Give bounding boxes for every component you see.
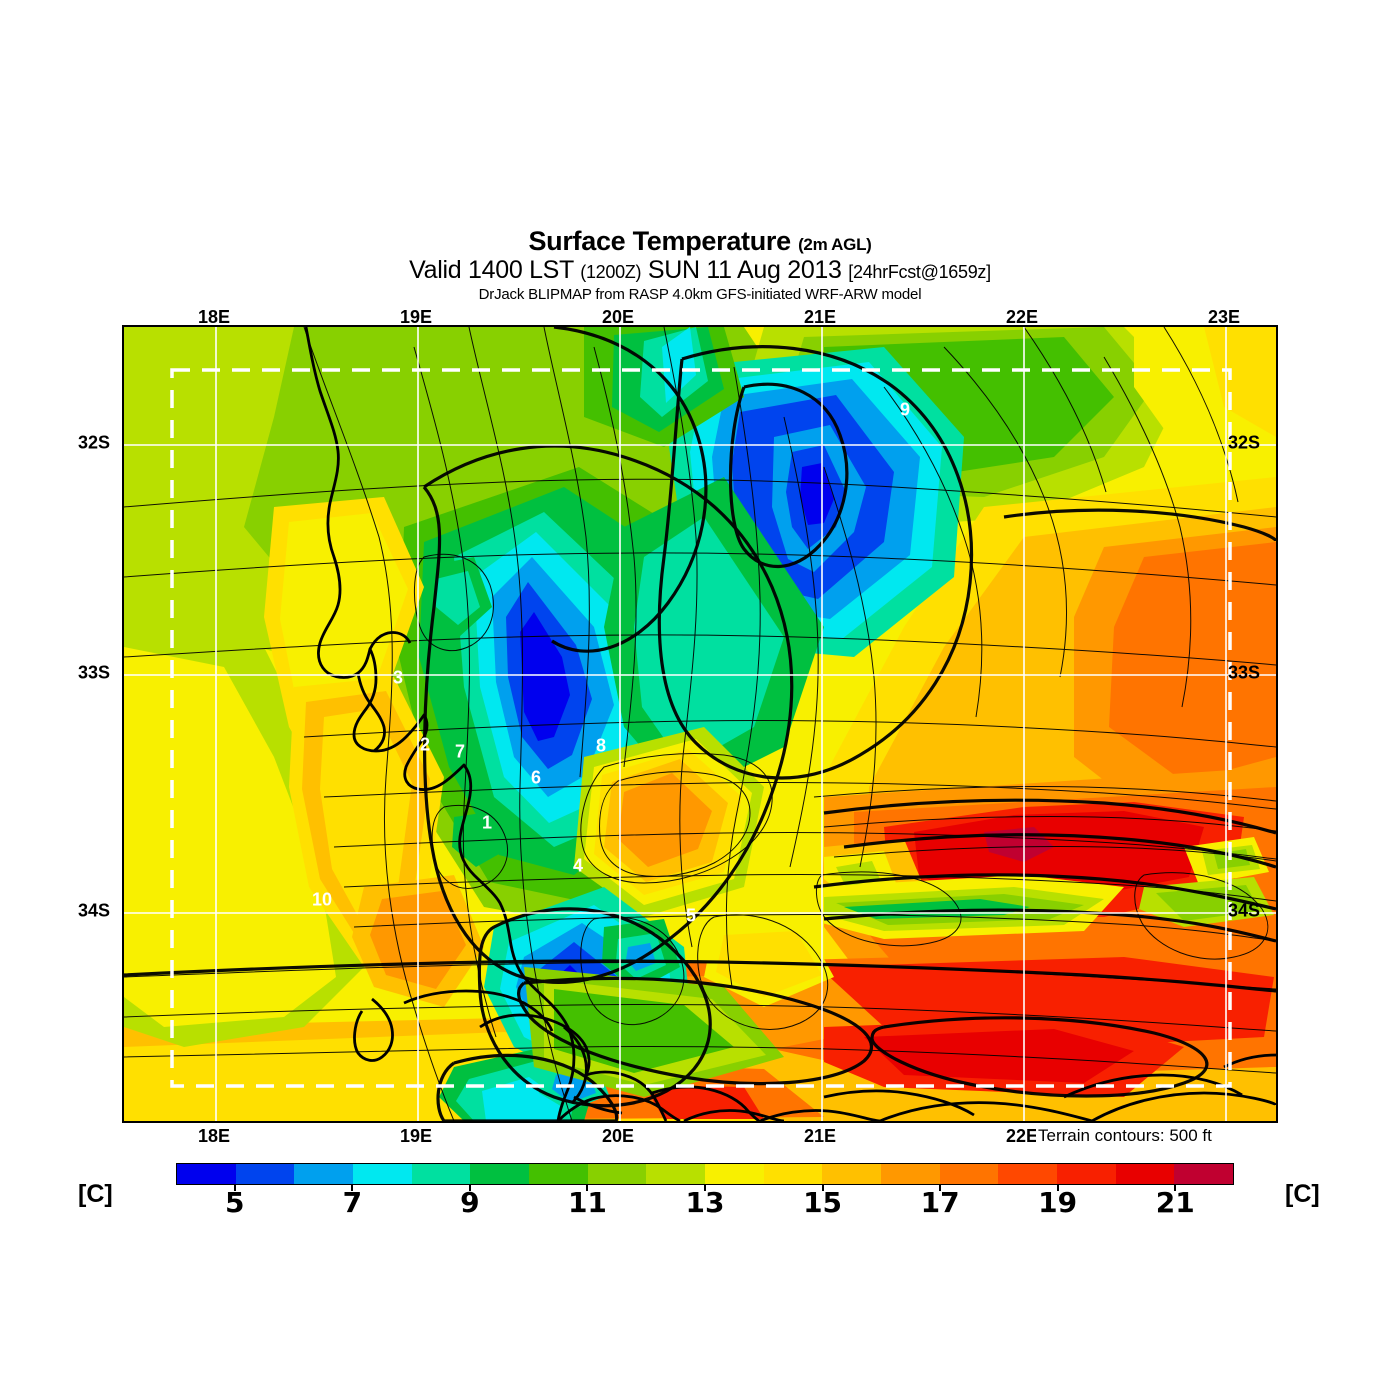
colorbar-swatch-10 bbox=[763, 1164, 823, 1184]
forecast-tag: [24hrFcst@1659z] bbox=[848, 262, 991, 282]
colorbar-label-21: 21 bbox=[1155, 1186, 1195, 1219]
colorbar-tick-9 bbox=[468, 1185, 471, 1191]
valid-time-z: (1200Z) bbox=[580, 262, 642, 282]
colorbar-tick-13 bbox=[704, 1185, 706, 1191]
lon-tick-top-19E: 19E bbox=[399, 307, 433, 327]
station-label-4: 4 bbox=[572, 855, 584, 876]
colorbar-swatch-14 bbox=[998, 1164, 1058, 1184]
colorbar-tick-19 bbox=[1056, 1185, 1059, 1191]
lat-tick-right-33S: 33S bbox=[1228, 662, 1261, 683]
colorbar-label-7: 7 bbox=[342, 1186, 363, 1219]
colorbar-swatch-12 bbox=[881, 1164, 940, 1184]
colorbar-tick-17 bbox=[939, 1185, 942, 1191]
lon-tick-top-20E: 20E bbox=[601, 307, 635, 327]
lon-tick-bottom-22E: 22E bbox=[1005, 1126, 1039, 1146]
lon-tick-top-18E: 18E bbox=[197, 307, 231, 327]
lat-tick-left-33S: 33S bbox=[78, 662, 111, 683]
station-label-8: 8 bbox=[595, 735, 607, 756]
colorbar-swatch-5 bbox=[470, 1164, 530, 1184]
lon-tick-top-21E: 21E bbox=[803, 307, 837, 327]
colorbar-swatch-15 bbox=[1057, 1164, 1116, 1184]
colorbar-tick-21 bbox=[1174, 1185, 1177, 1191]
terrain-contour-note: Terrain contours: 500 ft bbox=[1036, 1126, 1214, 1146]
lon-tick-top-23E: 23E bbox=[1207, 307, 1241, 327]
station-label-7: 7 bbox=[454, 741, 466, 762]
lon-tick-bottom-21E: 21E bbox=[803, 1126, 837, 1146]
valid-date: SUN 11 Aug 2013 bbox=[647, 256, 842, 284]
colorbar-swatch-13 bbox=[939, 1164, 999, 1184]
colorbar-swatch-6 bbox=[529, 1164, 588, 1184]
lat-tick-left-32S: 32S bbox=[78, 432, 111, 453]
colorbar-tick-5 bbox=[233, 1185, 236, 1191]
lat-tick-right-34S: 34S bbox=[1228, 900, 1261, 921]
colorbar-swatch-8 bbox=[646, 1164, 706, 1184]
lat-tick-left-34S: 34S bbox=[78, 900, 111, 921]
station-label-3: 3 bbox=[392, 667, 404, 688]
station-label-6: 6 bbox=[530, 767, 542, 788]
station-label-2: 2 bbox=[419, 734, 431, 755]
colorbar-swatch-16 bbox=[1115, 1164, 1175, 1184]
colorbar-swatch-17 bbox=[1174, 1164, 1234, 1184]
valid-time-lst: Valid 1400 LST bbox=[409, 256, 574, 284]
lon-tick-top-22E: 22E bbox=[1005, 307, 1039, 327]
colorbar-label-15: 15 bbox=[803, 1186, 843, 1219]
colorbar-label-5: 5 bbox=[225, 1186, 245, 1219]
page-title: Surface Temperature (2m AGL) bbox=[0, 228, 1400, 255]
colorbar-swatch-3 bbox=[353, 1164, 412, 1184]
colorbar-swatch-2 bbox=[294, 1164, 354, 1184]
temperature-colorbar[interactable] bbox=[176, 1163, 1234, 1185]
colorbar-swatch-4 bbox=[411, 1164, 471, 1184]
valid-time-line: Valid 1400 LST (1200Z) SUN 11 Aug 2013 [… bbox=[0, 257, 1400, 283]
temperature-field-svg bbox=[124, 327, 1276, 1121]
colorbar-unit-left: [C] bbox=[78, 1180, 113, 1208]
map-canvas[interactable] bbox=[122, 325, 1278, 1123]
station-label-9: 9 bbox=[899, 399, 911, 420]
model-source-line: DrJack BLIPMAP from RASP 4.0km GFS-initi… bbox=[478, 286, 922, 304]
colorbar-tick-11 bbox=[586, 1185, 589, 1191]
colorbar-label-13: 13 bbox=[685, 1186, 725, 1219]
colorbar-swatch-1 bbox=[235, 1164, 295, 1184]
page-title-superscript: (2m AGL) bbox=[798, 235, 872, 254]
lon-tick-bottom-18E: 18E bbox=[197, 1126, 231, 1146]
colorbar-label-11: 11 bbox=[567, 1186, 607, 1219]
lon-tick-bottom-19E: 19E bbox=[399, 1126, 433, 1146]
colorbar-swatch-0 bbox=[177, 1164, 236, 1184]
colorbar-label-9: 9 bbox=[460, 1186, 480, 1219]
title-block: Surface Temperature (2m AGL) Valid 1400 … bbox=[0, 228, 1400, 304]
lat-tick-right-32S: 32S bbox=[1228, 432, 1261, 453]
colorbar-label-17: 17 bbox=[920, 1186, 960, 1219]
station-label-5: 5 bbox=[685, 905, 697, 926]
colorbar-swatch-7 bbox=[587, 1164, 647, 1184]
colorbar-label-19: 19 bbox=[1038, 1186, 1078, 1219]
colorbar-swatch-9 bbox=[705, 1164, 764, 1184]
station-label-1: 1 bbox=[481, 812, 493, 833]
colorbar-tick-7 bbox=[351, 1185, 354, 1191]
colorbar-unit-right: [C] bbox=[1285, 1180, 1320, 1208]
station-label-10: 10 bbox=[311, 889, 333, 910]
colorbar-swatch-11 bbox=[822, 1164, 882, 1184]
page-title-main: Surface Temperature bbox=[528, 226, 791, 256]
colorbar-tick-15 bbox=[821, 1185, 824, 1191]
lon-tick-bottom-20E: 20E bbox=[601, 1126, 635, 1146]
